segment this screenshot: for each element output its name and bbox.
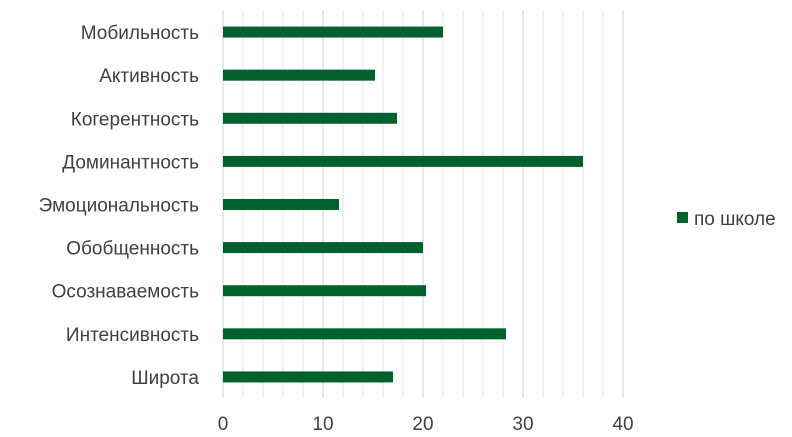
category-label: Когерентность <box>71 109 199 130</box>
legend-label: по школе <box>694 209 776 230</box>
x-axis-tick-labels: 0 10 20 30 40 <box>218 414 634 435</box>
category-label: Обобщенность <box>66 239 199 260</box>
category-labels: Мобильность Активность Когерентность Домина… <box>39 23 200 389</box>
bar <box>223 242 423 254</box>
bar <box>223 69 375 81</box>
bar <box>223 371 393 383</box>
x-tick-label: 30 <box>512 414 533 435</box>
category-label: Широта <box>131 368 199 389</box>
bar <box>223 328 506 340</box>
bars <box>223 26 583 383</box>
category-label: Доминантность <box>62 152 199 173</box>
category-label: Эмоциональность <box>39 196 199 217</box>
legend: по школе <box>677 209 776 230</box>
x-tick-label: 0 <box>218 414 229 435</box>
x-tick-label: 10 <box>312 414 333 435</box>
legend-swatch <box>677 212 688 223</box>
category-label: Активность <box>99 66 199 87</box>
bar <box>223 155 583 167</box>
bar <box>223 26 443 38</box>
x-tick-label: 40 <box>612 414 633 435</box>
bar <box>223 112 397 124</box>
bar <box>223 199 339 210</box>
x-tick-label: 20 <box>412 414 433 435</box>
bar <box>223 285 426 297</box>
category-label: Мобильность <box>81 23 199 44</box>
category-label: Интенсивность <box>66 325 199 346</box>
category-label: Осознаваемость <box>52 282 199 303</box>
